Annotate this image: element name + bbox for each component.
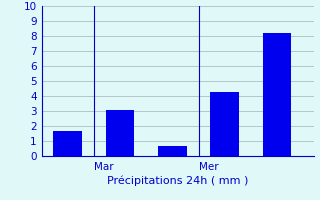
Bar xyxy=(210,92,239,156)
Bar xyxy=(106,110,134,156)
Text: Mer: Mer xyxy=(198,162,218,172)
Bar xyxy=(53,130,82,156)
Bar xyxy=(158,146,187,156)
Bar xyxy=(263,33,292,156)
Text: Mar: Mar xyxy=(94,162,114,172)
X-axis label: Précipitations 24h ( mm ): Précipitations 24h ( mm ) xyxy=(107,175,248,186)
